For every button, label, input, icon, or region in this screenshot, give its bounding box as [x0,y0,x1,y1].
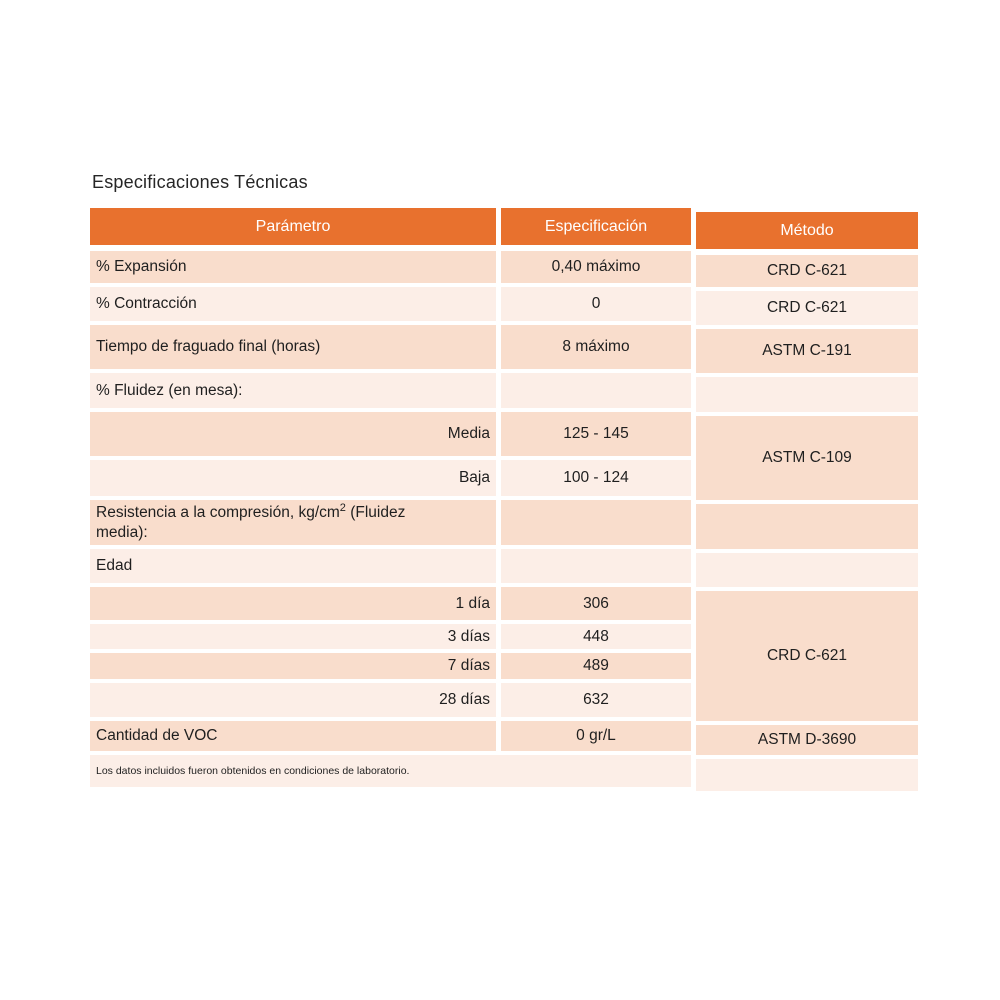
footnote: Los datos incluidos fueron obtenidos en … [90,755,691,787]
spec-table: Parámetro Especificación % Expansión 0,4… [90,208,918,795]
spec-cell: 125 - 145 [501,412,691,456]
table-row: 7 días 489 [90,653,691,679]
spec-cell: 0,40 máximo [501,251,691,283]
spec-cell: 632 [501,683,691,717]
param-line-2: media): [96,523,148,541]
param-cell: Media [90,412,496,456]
page-title: Especificaciones Técnicas [92,172,308,192]
param-cell: Baja [90,460,496,496]
param-cell: 7 días [90,653,496,679]
table-row: 1 día 306 [90,587,691,620]
method-cell-merged: CRD C-621 [696,591,918,721]
spec-cell [501,500,691,545]
table-row: Edad [90,549,691,583]
table-row: Baja 100 - 124 [90,460,691,496]
table-left-columns: Parámetro Especificación % Expansión 0,4… [90,208,691,791]
param-cell: Cantidad de VOC [90,721,496,751]
method-cell-merged: ASTM C-109 [696,416,918,500]
param-cell: % Contracción [90,287,496,321]
method-cell [696,553,918,587]
column-header-especificacion: Especificación [501,208,691,245]
param-cell: 1 día [90,587,496,620]
spec-cell: 448 [501,624,691,649]
method-cell: CRD C-621 [696,291,918,325]
method-cell [696,377,918,412]
spec-cell: 100 - 124 [501,460,691,496]
table-row: % Contracción 0 [90,287,691,321]
table-row: % Expansión 0,40 máximo [90,251,691,283]
param-cell: % Fluidez (en mesa): [90,373,496,408]
spec-cell: 489 [501,653,691,679]
table-method-column: Método CRD C-621 CRD C-621 ASTM C-191 AS… [696,212,918,795]
param-cell: 28 días [90,683,496,717]
param-cell: Resistencia a la compresión, kg/cm2 (Flu… [90,500,496,545]
table-row: Tiempo de fraguado final (horas) 8 máxim… [90,325,691,369]
spec-cell: 306 [501,587,691,620]
table-header-row: Parámetro Especificación [90,208,691,245]
superscript: 2 [339,501,346,514]
param-cell: Edad [90,549,496,583]
method-cell [696,504,918,549]
column-header-parametro: Parámetro [90,208,496,245]
column-header-metodo: Método [696,212,918,249]
param-cell: Tiempo de fraguado final (horas) [90,325,496,369]
param-cell: % Expansión [90,251,496,283]
table-row: Cantidad de VOC 0 gr/L [90,721,691,751]
spec-cell: 0 gr/L [501,721,691,751]
table-row: Media 125 - 145 [90,412,691,456]
param-line-1: Resistencia a la compresión, kg/cm2 (Flu… [96,501,406,521]
spec-cell: 8 máximo [501,325,691,369]
table-row: % Fluidez (en mesa): [90,373,691,408]
spec-cell [501,549,691,583]
spec-cell [501,373,691,408]
method-cell [696,759,918,791]
table-row: 3 días 448 [90,624,691,649]
table-footnote-row: Los datos incluidos fueron obtenidos en … [90,755,691,787]
table-row: 28 días 632 [90,683,691,717]
method-cell: CRD C-621 [696,255,918,287]
method-cell: ASTM C-191 [696,329,918,373]
param-cell: 3 días [90,624,496,649]
table-row: Resistencia a la compresión, kg/cm2 (Flu… [90,500,691,545]
spec-cell: 0 [501,287,691,321]
method-cell: ASTM D-3690 [696,725,918,755]
